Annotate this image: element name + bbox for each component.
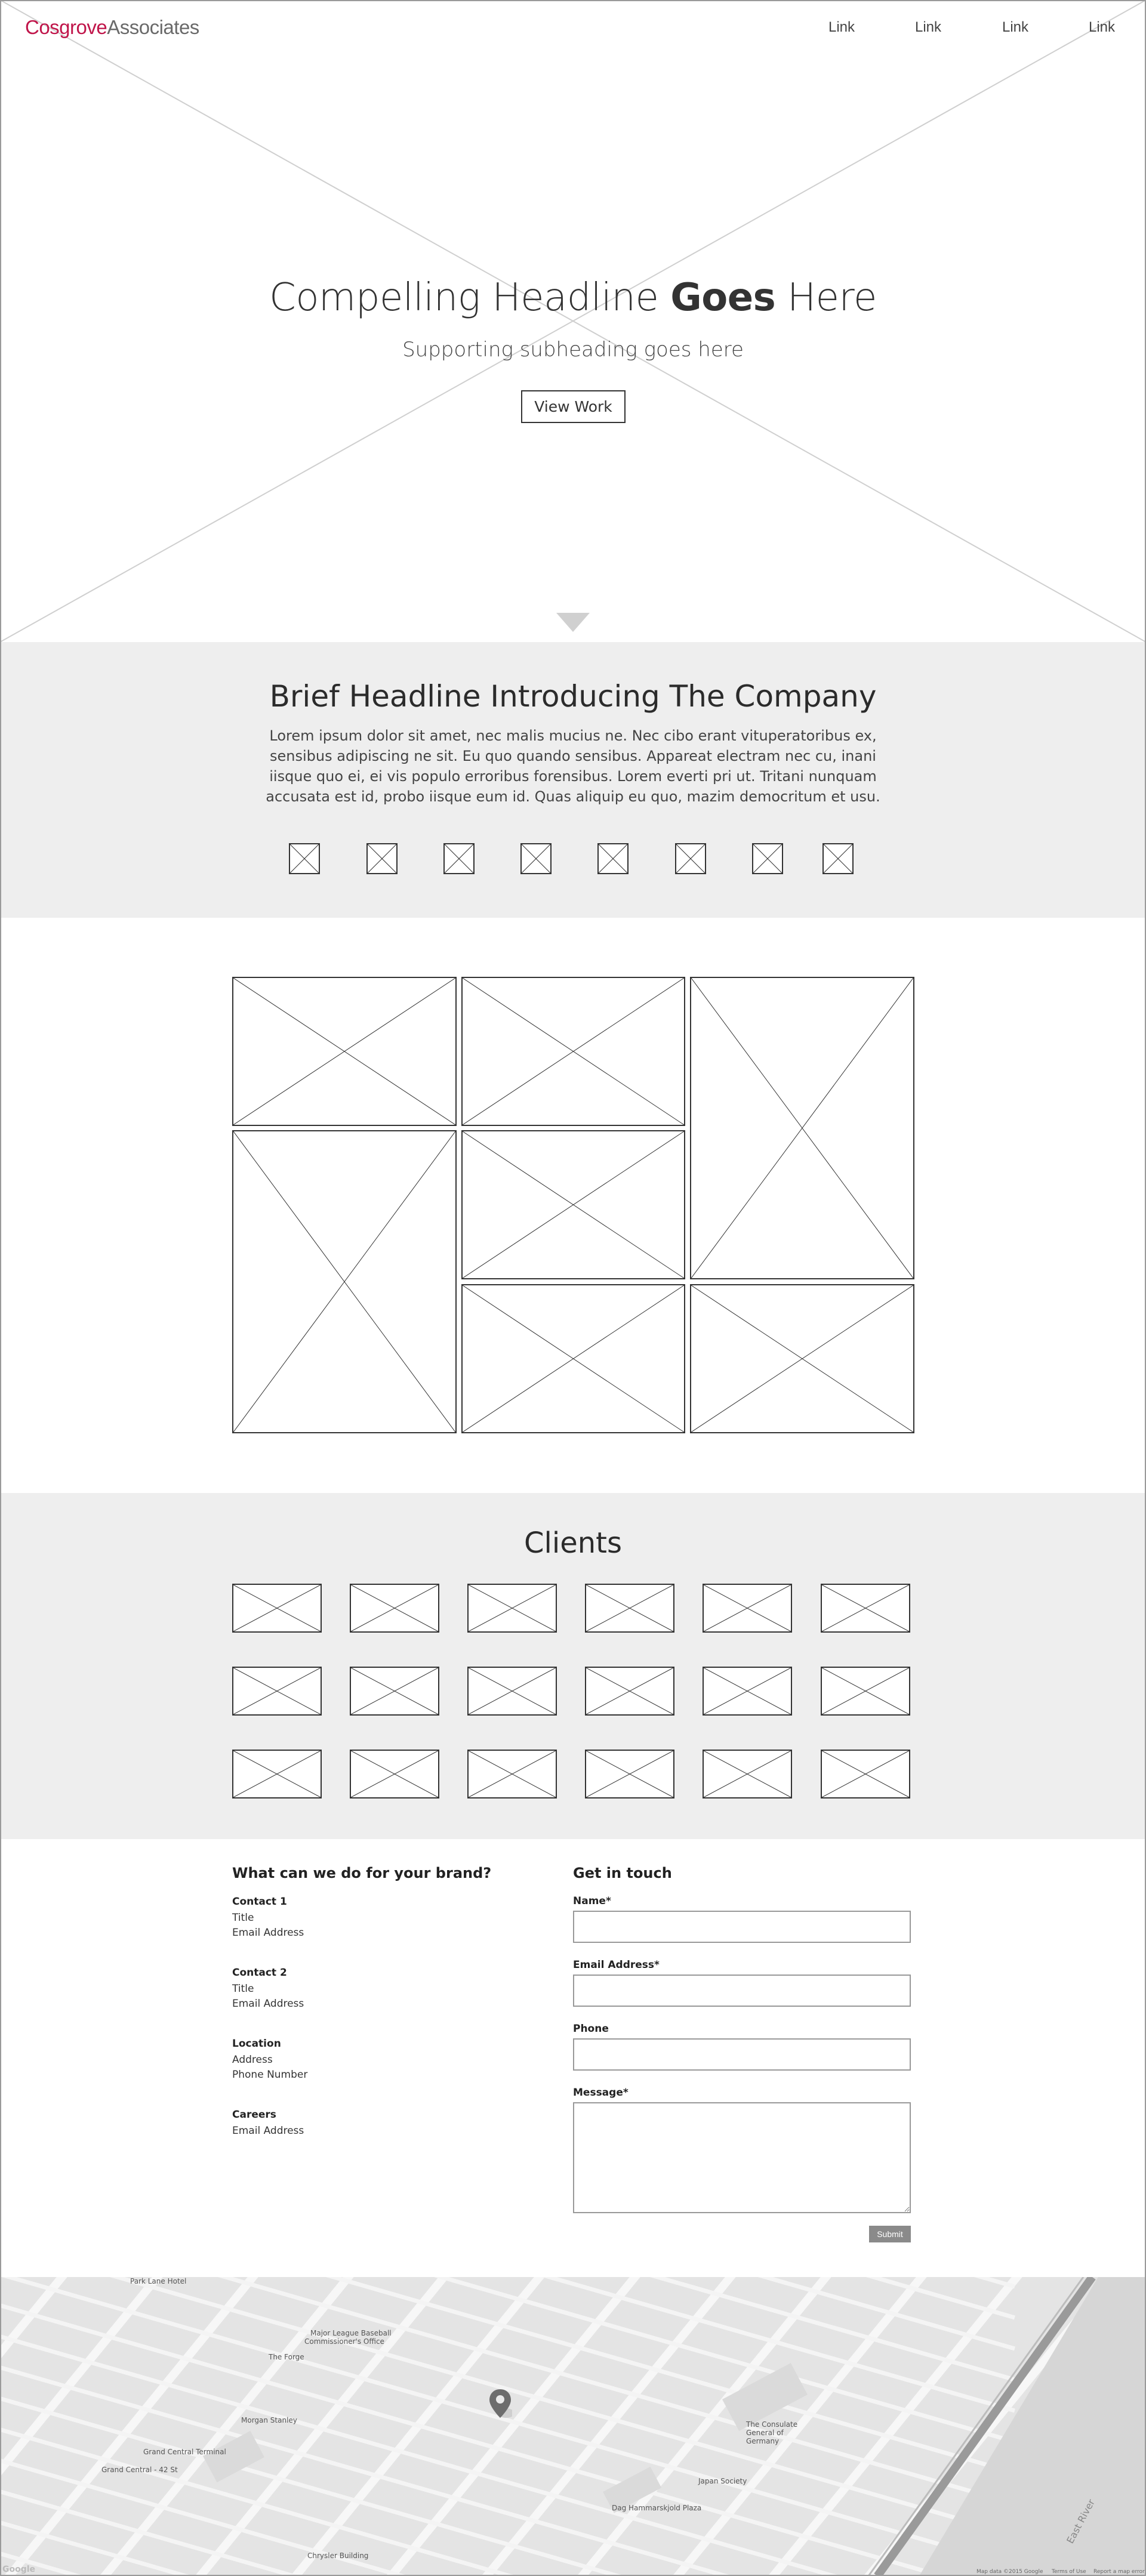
hero-section: Compelling Headline Goes Here Supporting… [0,0,1146,642]
map-label-mlb: Major League Baseball [310,2329,392,2337]
location-title: Location [232,2038,281,2050]
hero-headline: Compelling Headline Goes Here [269,276,877,320]
nav-link-2[interactable]: Link [915,19,942,35]
hero-image-placeholder [0,0,1146,642]
client-logo-12[interactable] [821,1667,910,1716]
careers-title: Careers [232,2109,276,2121]
logo[interactable]: CosgroveAssociates [25,16,199,38]
location-phone[interactable]: Phone Number [232,2069,308,2081]
email-field[interactable] [573,1975,911,2007]
service-icon-8[interactable] [822,843,854,874]
service-icon-3[interactable] [443,843,475,874]
service-icon-1[interactable] [289,843,320,874]
client-logo-17[interactable] [703,1750,792,1798]
client-logo-15[interactable] [467,1750,557,1798]
service-icon-6[interactable] [675,843,706,874]
map-label-chrysler: Chrysler Building [307,2552,369,2560]
phone-field[interactable] [573,2038,911,2071]
nav-link-4[interactable]: Link [1089,19,1116,35]
nav-link-3[interactable]: Link [1002,19,1029,35]
location-address: Address [232,2054,273,2066]
intro-headline: Brief Headline Introducing The Company [269,679,877,714]
message-field[interactable] [573,2102,911,2213]
contact-2-role: Title [232,1983,254,1995]
map-report-link[interactable]: Report a map error [1093,2569,1145,2575]
client-logo-7[interactable] [232,1667,322,1716]
contact-1-email[interactable]: Email Address [232,1927,304,1939]
work-thumbnail-2[interactable] [461,977,685,1126]
client-logo-16[interactable] [585,1750,674,1798]
map-label-morgan-stanley: Morgan Stanley [241,2416,297,2424]
name-label: Name* [573,1895,611,1907]
service-icon-4[interactable] [520,843,552,874]
client-logo-2[interactable] [350,1584,439,1633]
map-label-commissioner: Commissioner's Office [304,2337,384,2346]
email-label: Email Address* [573,1959,660,1971]
view-work-button[interactable]: View Work [521,390,626,423]
nav-link-1[interactable]: Link [828,19,855,35]
site-header: CosgroveAssociates Link Link Link Link [0,0,1146,57]
form-heading: Get in touch [573,1865,672,1881]
map-label-japan-society: Japan Society [698,2477,747,2485]
careers-email[interactable]: Email Address [232,2125,304,2137]
work-thumbnail-5[interactable] [461,1130,685,1279]
client-logo-5[interactable] [703,1584,792,1633]
work-thumbnail-4[interactable] [232,1130,457,1433]
client-logo-3[interactable] [467,1584,557,1633]
client-logo-8[interactable] [350,1667,439,1716]
service-icon-2[interactable] [366,843,398,874]
work-thumbnail-1[interactable] [232,977,457,1126]
client-logo-1[interactable] [232,1584,322,1633]
name-field[interactable] [573,1911,911,1943]
contact-2-email[interactable]: Email Address [232,1998,304,2010]
client-logo-9[interactable] [467,1667,557,1716]
map-section[interactable]: Park Lane Hotel Major League Baseball Co… [0,2277,1146,2576]
map-label-forge: The Forge [269,2353,304,2361]
scroll-down-arrow-icon[interactable] [556,613,590,632]
contact-heading: What can we do for your brand? [232,1865,492,1881]
hero-subheading: Supporting subheading goes here [402,338,744,362]
work-thumbnail-7[interactable] [690,1284,914,1433]
phone-label: Phone [573,2023,609,2035]
map-terms-link[interactable]: Terms of Use [1052,2569,1086,2575]
intro-section: Brief Headline Introducing The Company L… [0,642,1146,918]
map-graphic[interactable] [0,2277,1146,2576]
message-label: Message* [573,2087,629,2099]
map-label-grand-central-42: Grand Central - 42 St [101,2466,178,2474]
map-label-consulate: The Consulate General of Germany [746,2420,798,2445]
map-label-grand-central-terminal: Grand Central Terminal [143,2448,226,2456]
client-logo-11[interactable] [703,1667,792,1716]
submit-button[interactable]: Submit [869,2226,911,2242]
service-icon-7[interactable] [752,843,783,874]
intro-body: Lorem ipsum dolor sit amet, nec malis mu… [266,727,880,805]
client-logo-18[interactable] [821,1750,910,1798]
service-icon-5[interactable] [597,843,629,874]
map-label-dag-plaza: Dag Hammarskjold Plaza [612,2504,702,2512]
contact-1-role: Title [232,1912,254,1924]
clients-headline: Clients [524,1526,622,1560]
work-thumbnail-3[interactable] [690,977,914,1279]
google-logo: Google [2,2565,36,2574]
clients-section: Clients [0,1493,1146,1839]
map-label-park-lane: Park Lane Hotel [130,2277,187,2285]
work-thumbnail-6[interactable] [461,1284,685,1433]
map-attribution: Map data ©2015 Google [976,2569,1043,2575]
map-pin-icon[interactable] [488,2388,512,2421]
client-logo-4[interactable] [585,1584,674,1633]
client-logo-14[interactable] [350,1750,439,1798]
contact-1-title: Contact 1 [232,1896,287,1908]
client-logo-10[interactable] [585,1667,674,1716]
contact-2-title: Contact 2 [232,1967,287,1979]
client-logo-6[interactable] [821,1584,910,1633]
client-logo-13[interactable] [232,1750,322,1798]
